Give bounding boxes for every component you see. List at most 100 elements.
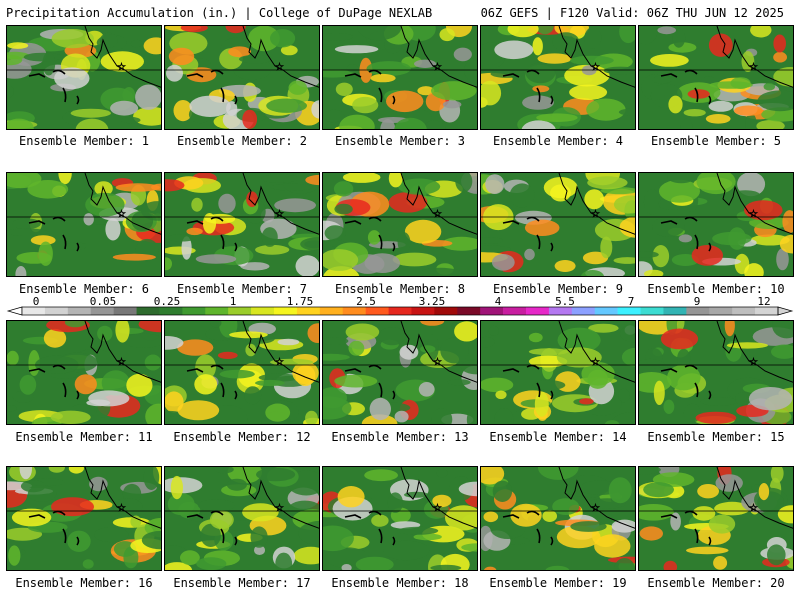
colorbar-swatch [732,307,756,315]
precipitation-field: ☆ [481,26,635,129]
precipitation-field: ☆ [165,173,319,276]
precipitation-field: ☆ [165,321,319,424]
colorbar-tick-label: 1.75 [287,296,314,308]
ensemble-member-map: ☆ [164,320,320,425]
colorbar-swatch [136,307,160,315]
colorbar-swatch [434,307,458,315]
star-marker-icon: ☆ [117,503,126,514]
colorbar-swatch [365,307,389,315]
colorbar-swatch [296,307,321,315]
ensemble-member-map: ☆ [6,320,162,425]
coastline [558,26,635,88]
colorbar-swatch [617,307,641,315]
colorbar-swatch [640,307,664,315]
lake-outline [344,510,396,546]
lake-outline [502,510,554,546]
star-marker-icon: ☆ [591,503,600,514]
precipitation-colorbar: 0 0.05 0.25 1 1.75 2.5 3.25 4 5.5 7 9 12 [6,296,794,316]
star-marker-icon: ☆ [433,357,442,368]
precipitation-field: ☆ [323,467,477,570]
colorbar-swatch [22,307,46,315]
coastline [716,321,793,383]
colorbar-tick-label: 5.5 [555,296,575,308]
colorbar-left-arrow [6,306,23,316]
lake-outline [186,69,238,105]
colorbar-tick-label: 2.5 [356,296,376,308]
ensemble-member-label: Ensemble Member: 6 [18,282,150,296]
lake-outline [660,510,712,546]
star-marker-icon: ☆ [591,209,600,220]
precipitation-field: ☆ [323,26,477,129]
colorbar-swatch [755,307,779,315]
colorbar-tick-label: 3.25 [419,296,446,308]
ensemble-member-map: ☆ [6,172,162,277]
precipitation-field: ☆ [165,26,319,129]
coastline [84,173,161,235]
colorbar-swatch [182,307,206,315]
ensemble-member-label: Ensemble Member: 15 [647,430,785,444]
ensemble-member-label: Ensemble Member: 7 [176,282,308,296]
precipitation-field: ☆ [639,26,793,129]
ensemble-member-label: Ensemble Member: 18 [331,576,469,590]
colorbar-swatch [67,307,92,315]
colorbar-tick-label: 9 [694,296,701,308]
product-title: Precipitation Accumulation (in.) | Colle… [6,6,433,20]
ensemble-member-map: ☆ [6,466,162,571]
colorbar-swatch [159,307,183,315]
star-marker-icon: ☆ [749,503,758,514]
star-marker-icon: ☆ [433,209,442,220]
colorbar-swatch [205,307,229,315]
colorbar-tick-label: 1 [230,296,237,308]
lake-outline [28,69,80,105]
precipitation-field: ☆ [639,173,793,276]
colorbar-swatch [526,307,550,315]
ensemble-member-map: ☆ [322,172,478,277]
colorbar-swatch [228,307,252,315]
colorbar-swatch [571,307,596,315]
colorbar-swatch [663,307,687,315]
colorbar-swatch [44,307,69,315]
ensemble-member-label: Ensemble Member: 20 [647,576,785,590]
precipitation-field: ☆ [7,26,161,129]
colorbar-tick-label: 7 [628,296,635,308]
colorbar-swatch [686,307,710,315]
colorbar-swatch [411,307,435,315]
colorbar-tick-label: 4 [495,296,502,308]
colorbar-swatch [480,307,504,315]
ensemble-member-label: Ensemble Member: 19 [489,576,627,590]
ensemble-member-label: Ensemble Member: 11 [15,430,153,444]
colorbar-tick-label: 12 [757,296,770,308]
star-marker-icon: ☆ [749,357,758,368]
ensemble-member-label: Ensemble Member: 1 [18,134,150,148]
coastline [716,173,793,235]
lake-outline [344,216,396,252]
precipitation-field: ☆ [323,173,477,276]
coastline [558,467,635,529]
colorbar-swatch [113,307,137,315]
star-marker-icon: ☆ [275,357,284,368]
ensemble-member-label: Ensemble Member: 4 [492,134,624,148]
colorbar-swatch [342,307,366,315]
precipitation-field: ☆ [165,467,319,570]
colorbar-swatch [457,307,481,315]
ensemble-member-label: Ensemble Member: 12 [173,430,311,444]
star-marker-icon: ☆ [591,62,600,73]
ensemble-member-label: Ensemble Member: 9 [492,282,624,296]
ensemble-member-map: ☆ [322,320,478,425]
ensemble-member-label: Ensemble Member: 14 [489,430,627,444]
coastline [716,26,793,88]
lake-outline [28,216,80,252]
star-marker-icon: ☆ [433,62,442,73]
colorbar-swatch [319,307,344,315]
precipitation-field: ☆ [481,467,635,570]
precipitation-field: ☆ [481,321,635,424]
star-marker-icon: ☆ [117,209,126,220]
lake-outline [344,364,396,400]
colorbar-swatch [503,307,527,315]
ensemble-member-map: ☆ [480,320,636,425]
coastline [84,467,161,529]
ensemble-member-map: ☆ [638,172,794,277]
precipitation-field: ☆ [323,321,477,424]
colorbar-swatch [709,307,733,315]
ensemble-member-map: ☆ [322,466,478,571]
